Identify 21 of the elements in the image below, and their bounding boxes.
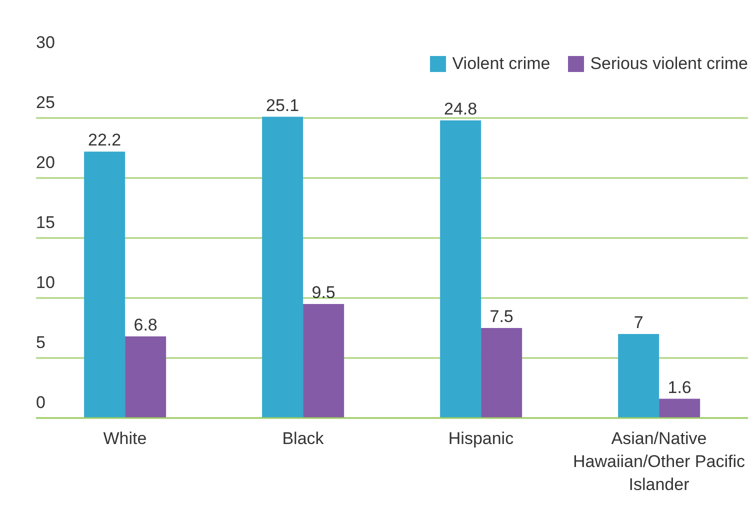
y-tick-label: 20 (36, 153, 55, 172)
data-label: 24.8 (444, 99, 478, 118)
y-tick-label: 5 (36, 333, 46, 352)
y-tick-label: 15 (36, 213, 55, 232)
data-label: 25.1 (266, 96, 300, 115)
data-label: 22.2 (88, 130, 122, 150)
legend-label: Serious violent crime (589, 54, 748, 74)
y-tick-label: 10 (36, 273, 55, 292)
data-label: 7 (634, 313, 644, 332)
legend-label: Violent crime (451, 54, 550, 74)
x-tick-label: White (103, 429, 147, 448)
y-tick-label: 25 (36, 93, 55, 112)
data-label: 7.5 (490, 307, 514, 326)
data-label: 1.6 (668, 378, 692, 397)
x-tick-label: Asian/Native Hawaiian/Other Pacific Islander (573, 429, 746, 494)
data-label: 6.8 (134, 315, 158, 334)
x-tick-label: Hispanic (448, 429, 514, 448)
y-tick-label: 0 (36, 393, 46, 412)
data-label: 9.5 (312, 283, 336, 302)
x-tick-label: Black (282, 429, 324, 448)
y-tick-label: 30 (36, 33, 55, 52)
